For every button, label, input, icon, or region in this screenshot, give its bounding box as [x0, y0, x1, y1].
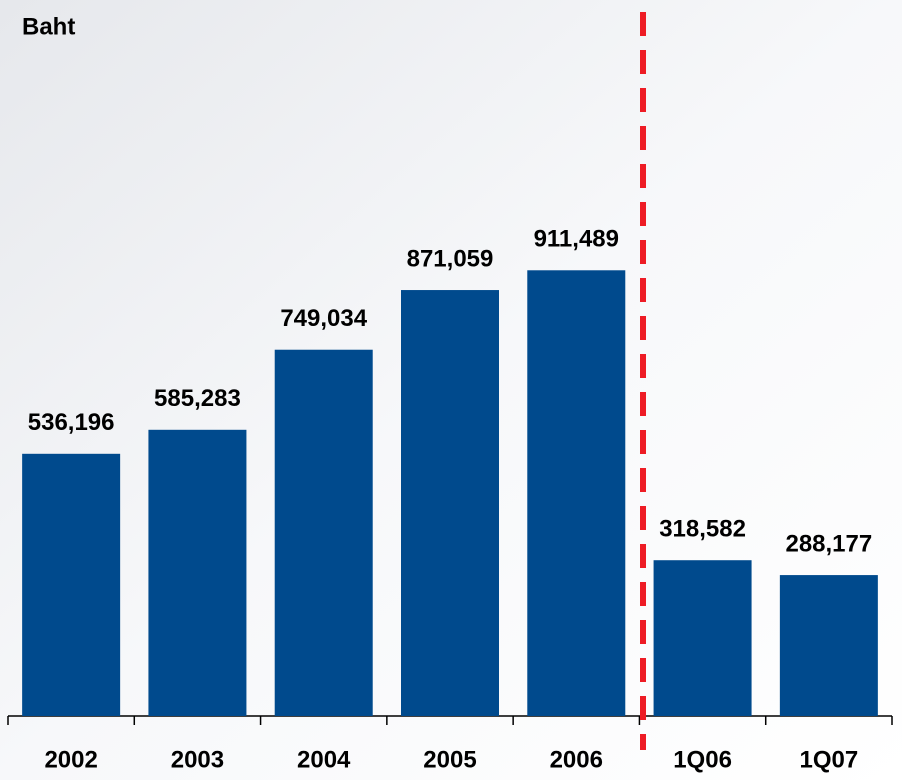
bar	[527, 270, 626, 716]
value-label: 871,059	[407, 245, 494, 272]
value-label: 288,177	[785, 530, 872, 557]
x-tick-label: 2006	[550, 746, 603, 773]
value-label: 749,034	[280, 305, 367, 332]
bar	[401, 290, 499, 716]
value-label: 585,283	[154, 385, 241, 412]
x-tick-label: 1Q06	[673, 746, 732, 773]
bar	[22, 453, 121, 716]
x-tick-label: 1Q07	[799, 746, 858, 773]
bar	[148, 429, 247, 716]
x-tick-label: 2005	[423, 746, 476, 773]
x-tick-label: 2002	[44, 746, 97, 773]
value-label: 536,196	[28, 409, 115, 436]
value-label: 911,489	[534, 226, 619, 253]
x-tick-label: 2003	[171, 746, 224, 773]
bar	[274, 349, 373, 716]
value-label: 318,582	[659, 516, 746, 543]
axis-title: Baht	[22, 13, 75, 40]
bar	[653, 560, 752, 716]
x-tick-label: 2004	[297, 746, 351, 773]
bar	[779, 575, 878, 716]
